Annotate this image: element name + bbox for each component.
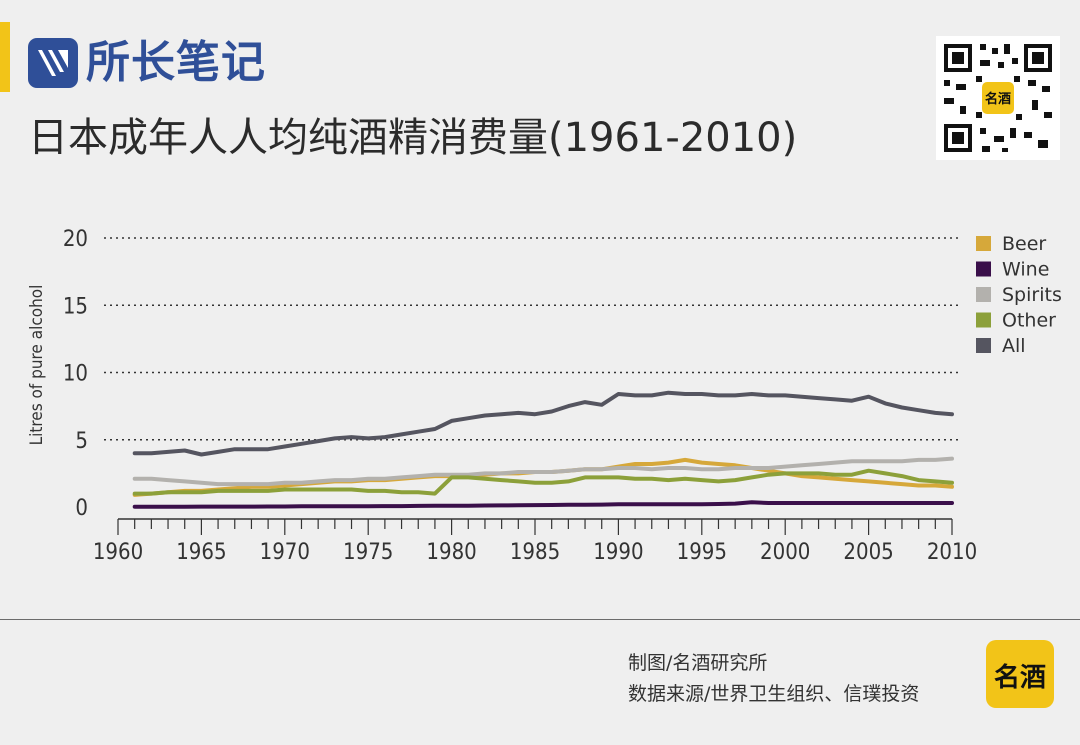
brand-logo-icon (28, 38, 78, 88)
legend-label-all: All (1002, 335, 1026, 357)
accent-bar (0, 22, 10, 92)
x-tick-label-1960: 1960 (93, 540, 143, 565)
footer-logo-text: 名酒 (994, 662, 1046, 693)
brand-header: 所长笔记 (28, 38, 266, 88)
series-line-all (132, 390, 954, 457)
qr-center-logo-text: 名酒 (985, 91, 1011, 107)
y-tick-label-20: 20 (63, 227, 88, 252)
page-title: 日本成年人人均纯酒精消费量(1961-2010) (28, 115, 798, 161)
legend-label-beer: Beer (1002, 233, 1046, 255)
x-tick-label-2005: 2005 (843, 540, 893, 565)
footer-divider (0, 619, 1080, 620)
x-tick-label-1990: 1990 (593, 540, 643, 565)
x-tick-label-2000: 2000 (760, 540, 810, 565)
credit-source: 数据来源/世界卫生组织、信璞投资 (628, 683, 920, 705)
legend-swatch-beer (976, 236, 991, 251)
brand-name: 所长笔记 (86, 37, 266, 88)
x-tick-label-1985: 1985 (510, 540, 560, 565)
mingjiu-logo-icon: 名酒 (986, 640, 1054, 708)
series-line-spirits (132, 456, 954, 487)
legend-swatch-all (976, 338, 991, 353)
y-tick-label-0: 0 (75, 496, 88, 521)
legend-swatch-other (976, 312, 991, 328)
x-tick-label-1965: 1965 (176, 540, 226, 565)
chart: 0 5 10 15 20 1960 1965 1970 1975 1980 1985 1990 1995… (27, 227, 1062, 565)
y-tick-label-5: 5 (75, 429, 88, 454)
series-line-other (132, 468, 954, 496)
x-tick-label-1975: 1975 (343, 540, 393, 565)
legend-swatch-wine (976, 261, 991, 277)
credit-maker: 制图/名酒研究所 (628, 652, 768, 674)
legend-label-wine: Wine (1002, 259, 1049, 281)
legend-label-other: Other (1002, 310, 1056, 332)
y-axis-label: Litres of pure alcohol (27, 285, 47, 446)
x-tick-label-1995: 1995 (677, 540, 727, 565)
series-line-wine (132, 500, 954, 509)
x-tick-label-1970: 1970 (260, 540, 310, 565)
legend-swatch-spirits (976, 287, 991, 302)
y-tick-label-15: 15 (63, 294, 88, 319)
legend-label-spirits: Spirits (1002, 284, 1062, 306)
x-tick-label-1980: 1980 (426, 540, 476, 565)
qr-code-icon: 名酒 (936, 36, 1060, 160)
x-tick-label-2010: 2010 (927, 540, 977, 565)
y-tick-label-10: 10 (63, 362, 88, 387)
